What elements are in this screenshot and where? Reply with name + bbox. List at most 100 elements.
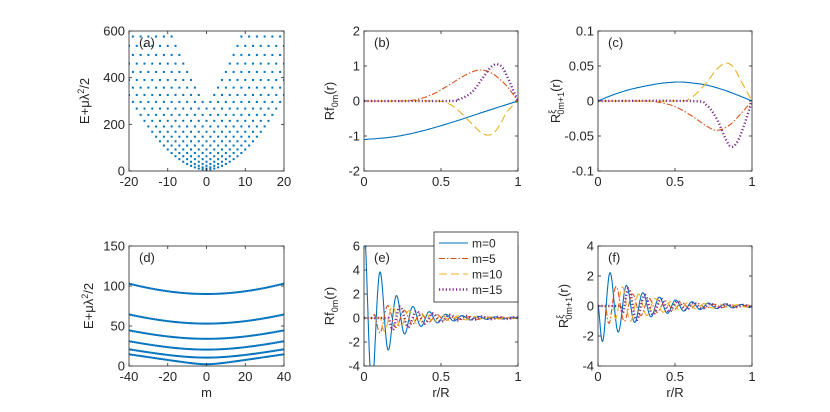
eigenvalue-marker	[193, 144, 196, 147]
eigenvalue-marker	[162, 135, 165, 138]
ylabel-subscript: 0m	[330, 300, 340, 313]
eigenvalue-marker	[267, 78, 270, 81]
y-tick-label: 4	[587, 239, 594, 254]
eigenvalue-marker	[250, 319, 253, 322]
x-tick-label: -10	[158, 174, 177, 189]
eigenvalue-marker	[217, 158, 220, 161]
eigenvalue-marker	[135, 93, 138, 96]
eigenvalue-marker	[178, 152, 181, 155]
y-tick-label: 0.1	[576, 24, 594, 39]
eigenvalue-marker	[135, 315, 138, 318]
eigenvalue-marker	[197, 155, 200, 158]
eigenvalue-marker	[246, 335, 249, 338]
eigenvalue-marker	[166, 290, 169, 293]
eigenvalue-marker	[180, 336, 183, 339]
eigenvalue-marker	[252, 334, 254, 337]
eigenvalue-marker	[139, 315, 142, 318]
eigenvalue-marker	[162, 345, 165, 348]
eigenvalue-marker	[232, 70, 235, 73]
eigenvalue-marker	[257, 344, 260, 347]
eigenvalue-marker	[236, 155, 239, 158]
eigenvalue-marker	[184, 361, 187, 364]
eigenvalue-marker	[230, 321, 233, 324]
eigenvalue-marker	[259, 44, 262, 47]
eigenvalue-marker	[215, 362, 218, 365]
eigenvalue-marker	[174, 93, 177, 96]
eigenvalue-marker	[234, 336, 237, 339]
y-tick-label: 0	[587, 94, 594, 109]
eigenvalue-marker	[172, 336, 175, 339]
eigenvalue-marker	[191, 337, 194, 340]
legend-entry: m=15	[472, 283, 503, 297]
eigenvalue-marker	[263, 53, 266, 56]
eigenvalue-marker	[190, 337, 192, 340]
eigenvalue-marker	[261, 343, 264, 346]
eigenvalue-marker	[211, 337, 214, 340]
eigenvalue-marker	[279, 35, 282, 38]
eigenvalue-marker	[143, 93, 146, 96]
eigenvalue-marker	[207, 363, 210, 366]
eigenvalue-marker	[224, 361, 227, 364]
eigenvalue-marker	[267, 350, 270, 353]
eigenvalue-marker	[136, 26, 138, 28]
eigenvalue-marker	[209, 158, 212, 161]
eigenvalue-marker	[238, 291, 241, 294]
eigenvalue-marker	[217, 292, 220, 295]
eigenvalue-marker	[184, 347, 187, 350]
eigenvalue-marker	[160, 289, 163, 292]
eigenvalue-marker	[232, 144, 235, 147]
y-tick-label: -0.1	[572, 164, 594, 179]
eigenvalue-marker	[271, 70, 274, 73]
eigenvalue-marker	[221, 130, 223, 133]
eigenvalue-marker	[232, 321, 235, 324]
eigenvalue-marker	[213, 164, 216, 167]
eigenvalue-marker	[209, 168, 212, 171]
eigenvalue-marker	[186, 337, 189, 340]
x-tick-label: 0	[594, 369, 601, 384]
eigenvalue-marker	[178, 291, 181, 294]
eigenvalue-marker	[170, 113, 173, 116]
eigenvalue-marker	[263, 286, 266, 289]
eigenvalue-marker	[143, 107, 146, 110]
eigenvalue-marker	[244, 26, 246, 28]
eigenvalue-marker	[244, 140, 247, 143]
y-axis-label: Rξ0m+1(r)	[547, 79, 566, 123]
eigenvalue-marker	[147, 286, 150, 289]
legend-box	[433, 231, 519, 303]
eigenvalue-marker	[174, 354, 177, 357]
eigenvalue-marker	[211, 322, 214, 325]
eigenvalue-marker	[283, 340, 284, 343]
eigenvalue-marker	[151, 78, 154, 81]
eigenvalue-marker	[151, 119, 154, 122]
eigenvalue-marker	[147, 332, 150, 335]
eigenvalue-marker	[191, 348, 194, 351]
eigenvalue-marker	[168, 335, 171, 338]
eigenvalue-marker	[234, 347, 237, 350]
eigenvalue-marker	[269, 355, 272, 358]
eigenvalue-marker	[205, 322, 208, 325]
eigenvalue-marker	[207, 348, 210, 351]
eigenvalue-marker	[219, 362, 222, 365]
eigenvalue-marker	[141, 355, 144, 358]
eigenvalue-marker	[267, 355, 270, 358]
eigenvalue-marker	[168, 346, 171, 349]
eigenvalue-marker	[221, 93, 223, 96]
eigenvalue-marker	[182, 93, 185, 96]
eigenvalue-marker	[265, 316, 268, 319]
eigenvalue-marker	[224, 347, 227, 350]
eigenvalue-marker	[273, 315, 276, 318]
eigenvalue-marker	[191, 356, 194, 359]
series-line-m=5	[598, 100, 752, 131]
eigenvalue-marker	[151, 62, 154, 65]
eigenvalue-marker	[279, 340, 282, 343]
eigenvalue-marker	[164, 289, 167, 292]
eigenvalue-marker	[129, 93, 130, 96]
x-tick-label: 1	[748, 369, 755, 384]
eigenvalue-marker	[267, 342, 270, 345]
eigenvalue-marker	[238, 359, 241, 362]
y-tick-label: 200	[103, 117, 125, 132]
eigenvalue-marker	[193, 337, 196, 340]
eigenvalue-marker	[190, 119, 192, 122]
eigenvalue-marker	[170, 346, 173, 349]
eigenvalue-marker	[195, 362, 198, 365]
